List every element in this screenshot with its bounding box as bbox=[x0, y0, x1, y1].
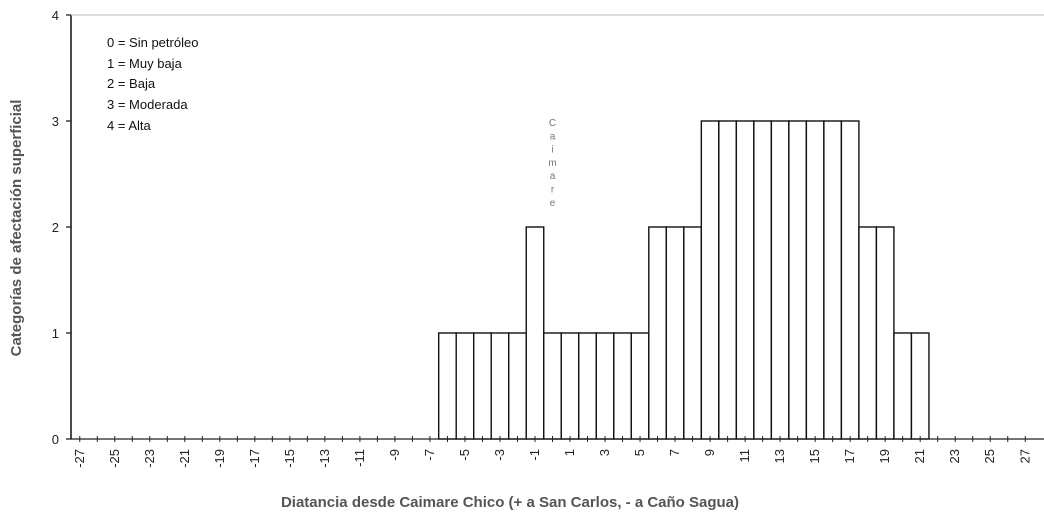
x-tick-label: 15 bbox=[807, 449, 822, 463]
annotation-letter: m bbox=[548, 158, 556, 169]
x-tick-label: 9 bbox=[702, 449, 717, 456]
x-tick-label: 7 bbox=[667, 449, 682, 456]
x-axis-title: Diatancia desde Caimare Chico (+ a San C… bbox=[281, 494, 739, 511]
annotation-letter: i bbox=[551, 145, 553, 156]
x-tick-label: -25 bbox=[107, 449, 122, 468]
annotation-letter: r bbox=[551, 185, 555, 196]
bar bbox=[473, 332, 492, 440]
bar bbox=[543, 332, 562, 440]
bar bbox=[525, 226, 545, 440]
x-tick-label: -21 bbox=[177, 449, 192, 468]
y-axis-title: Categorías de afectación superficial bbox=[8, 100, 25, 357]
y-tick-label: 1 bbox=[52, 326, 59, 341]
bar bbox=[578, 332, 597, 440]
legend-item: 2 = Baja bbox=[107, 76, 156, 92]
bar bbox=[648, 226, 668, 440]
bar bbox=[893, 332, 913, 440]
legend-item: 1 = Muy baja bbox=[107, 55, 182, 71]
x-tick-label: 23 bbox=[947, 449, 962, 463]
bar bbox=[683, 226, 703, 440]
annotation-caimare: Caimare bbox=[548, 118, 556, 209]
x-tick-label: -13 bbox=[317, 449, 332, 468]
y-tick-label: 0 bbox=[52, 432, 59, 447]
bar bbox=[490, 332, 510, 440]
bar bbox=[875, 226, 895, 440]
x-tick-label: -3 bbox=[492, 449, 507, 461]
x-tick-label: 21 bbox=[912, 449, 927, 463]
x-ticks-group: -27 -25 -23 -21 -19 -17 -15 -13 -11 -9 -7 -5 -3 -1 1 3 5… bbox=[72, 436, 1032, 468]
bar bbox=[805, 120, 825, 440]
y-tick-label: 2 bbox=[52, 220, 59, 235]
y-tick-label: 4 bbox=[52, 8, 59, 23]
x-tick-label: -1 bbox=[527, 449, 542, 461]
bar bbox=[823, 120, 843, 440]
bar bbox=[437, 332, 457, 440]
bar bbox=[770, 120, 790, 440]
x-tick-label: 19 bbox=[877, 449, 892, 463]
bar bbox=[455, 332, 475, 440]
y-ticks-group: 0 1 2 3 4 bbox=[52, 8, 71, 447]
x-tick-label: -27 bbox=[72, 449, 87, 468]
bar bbox=[718, 120, 738, 440]
bar bbox=[858, 226, 878, 440]
x-tick-label: -23 bbox=[142, 449, 157, 468]
x-tick-label: 3 bbox=[597, 449, 612, 456]
bars-group bbox=[437, 120, 930, 440]
x-tick-label: -5 bbox=[457, 449, 472, 461]
annotation-letter: a bbox=[550, 131, 556, 142]
bar bbox=[595, 332, 615, 440]
bar bbox=[508, 332, 527, 440]
x-tick-label: -19 bbox=[212, 449, 227, 468]
bar bbox=[630, 332, 650, 440]
legend-item: 3 = Moderada bbox=[107, 97, 188, 113]
bar bbox=[665, 226, 685, 440]
x-tick-label: 5 bbox=[632, 449, 647, 456]
x-tick-label: 17 bbox=[842, 449, 857, 463]
annotation-letter: a bbox=[550, 171, 556, 182]
x-tick-label: -11 bbox=[352, 449, 367, 467]
bar bbox=[613, 332, 632, 440]
bar bbox=[910, 332, 930, 440]
bar bbox=[788, 120, 808, 440]
x-tick-label: 11 bbox=[737, 449, 752, 463]
x-tick-label: -9 bbox=[387, 449, 402, 461]
x-tick-label: -15 bbox=[282, 449, 297, 468]
bar bbox=[753, 120, 773, 440]
x-tick-label: 1 bbox=[562, 449, 577, 456]
legend-item: 4 = Alta bbox=[107, 117, 151, 133]
bar bbox=[840, 120, 860, 440]
annotation-letter: C bbox=[549, 118, 556, 129]
legend: 0 = Sin petróleo 1 = Muy baja 2 = Baja 3… bbox=[107, 33, 198, 137]
y-tick-label: 3 bbox=[52, 114, 59, 129]
bar bbox=[735, 120, 755, 440]
x-tick-label: -17 bbox=[247, 449, 262, 468]
bar bbox=[560, 332, 580, 440]
bar bbox=[700, 120, 720, 440]
annotation-letter: e bbox=[550, 198, 556, 209]
legend-item: 0 = Sin petróleo bbox=[107, 35, 199, 50]
x-tick-label: 27 bbox=[1017, 449, 1032, 463]
x-tick-label: -7 bbox=[422, 449, 437, 461]
x-tick-label: 25 bbox=[982, 449, 997, 463]
x-tick-label: 13 bbox=[772, 449, 787, 463]
